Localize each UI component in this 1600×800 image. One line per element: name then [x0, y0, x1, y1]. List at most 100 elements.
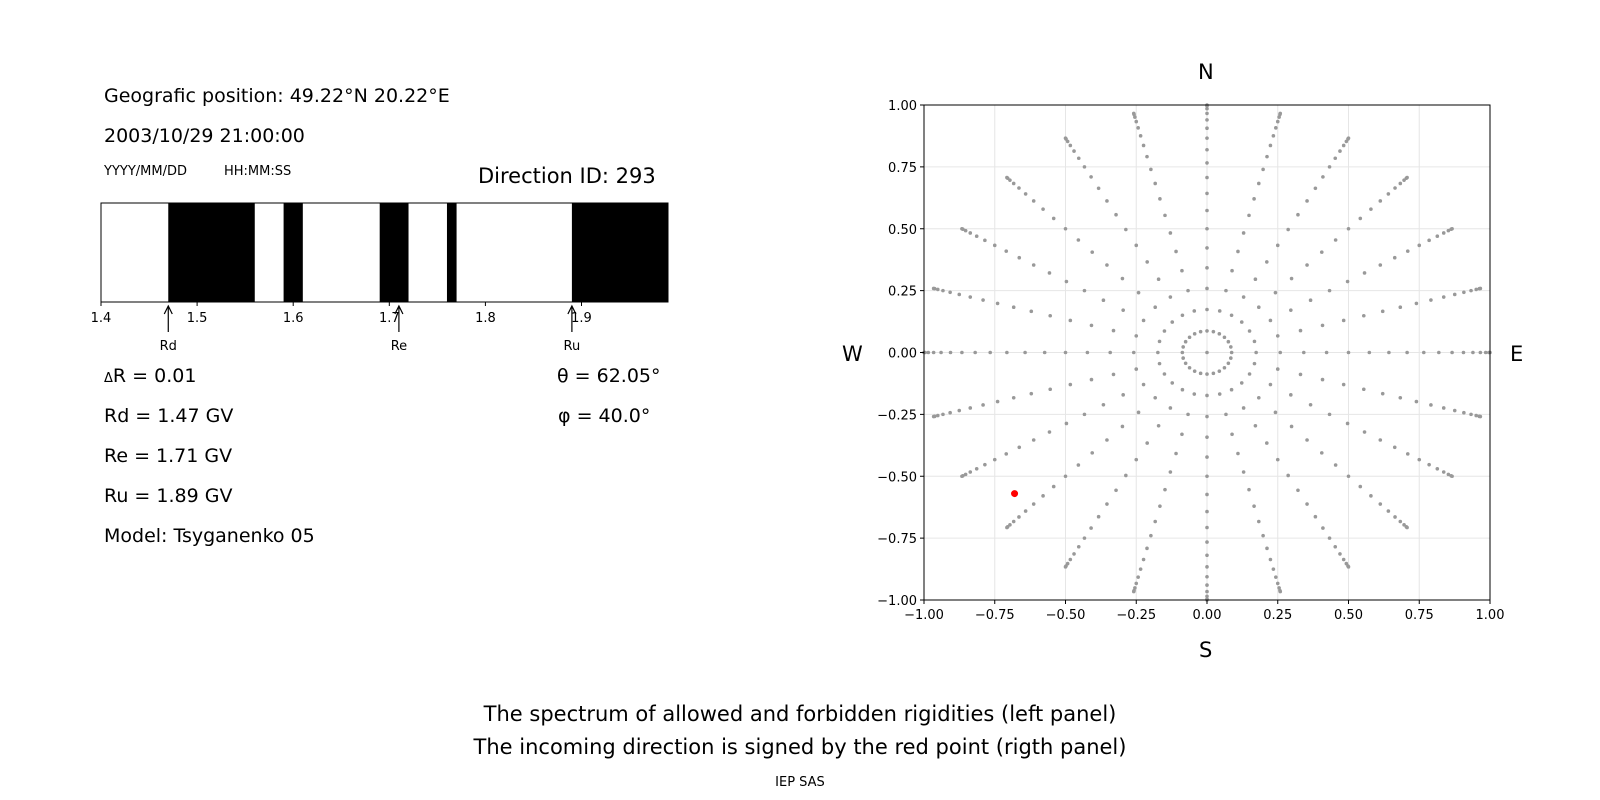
direction-point	[1136, 290, 1141, 295]
direction-point	[1041, 494, 1045, 498]
direction-point	[1405, 525, 1409, 530]
direction-point	[1275, 119, 1280, 124]
direction-point	[1131, 589, 1136, 594]
direction-point	[1427, 238, 1431, 243]
direction-point	[931, 414, 936, 419]
direction-point	[1217, 392, 1222, 396]
direction-point	[1405, 249, 1410, 253]
direction-point	[1256, 181, 1261, 186]
direction-point	[1265, 441, 1269, 445]
direction-point	[1005, 175, 1009, 180]
direction-point	[1469, 288, 1473, 293]
direction-point	[1226, 361, 1231, 366]
direction-point	[1398, 519, 1403, 524]
direction-point	[1205, 589, 1209, 594]
direction-point	[1205, 372, 1209, 376]
direction-point	[1346, 474, 1351, 479]
direction-point	[1211, 371, 1216, 376]
direction-point	[1252, 339, 1257, 344]
direction-point	[1170, 381, 1175, 385]
direction-point	[1289, 393, 1293, 397]
direction-point	[1286, 473, 1290, 478]
direction-point	[1141, 318, 1146, 323]
marker-arrowhead	[394, 304, 404, 315]
direction-point	[1305, 199, 1309, 203]
direction-point	[1158, 197, 1162, 201]
direction-point	[1162, 372, 1167, 376]
direction-point	[1346, 136, 1351, 140]
direction-point	[1271, 134, 1276, 138]
direction-point	[1275, 367, 1280, 371]
direction-point	[1064, 279, 1069, 284]
direction-point	[1361, 313, 1366, 318]
direction-point	[1090, 250, 1095, 254]
direction-point	[1483, 350, 1488, 355]
direction-point	[1386, 192, 1391, 196]
direction-point	[1277, 115, 1281, 119]
direction-point	[1298, 328, 1303, 333]
direction-point	[926, 350, 931, 355]
direction-point	[1471, 350, 1475, 355]
direction-point	[1378, 199, 1383, 203]
direction-point	[1435, 466, 1440, 471]
x-tick-label: 0.50	[1334, 608, 1363, 623]
direction-point	[981, 298, 985, 302]
marker-label-ru: Ru	[564, 339, 581, 354]
direction-point	[1048, 387, 1053, 392]
direction-point	[1181, 356, 1185, 360]
direction-point	[1089, 175, 1093, 179]
direction-point	[1268, 318, 1273, 323]
direction-point	[1108, 350, 1113, 355]
direction-point	[1289, 308, 1293, 312]
direction-point	[1247, 213, 1251, 218]
direction-point	[941, 288, 945, 293]
direction-point	[1378, 263, 1383, 267]
direction-point	[1011, 181, 1016, 186]
marker-arrowhead	[567, 304, 577, 315]
x-tick-label: 1.4	[91, 311, 112, 326]
direction-point	[1313, 186, 1318, 191]
direction-point	[935, 287, 940, 292]
direction-point	[1063, 350, 1068, 355]
direction-point	[1320, 323, 1325, 328]
direction-point	[1181, 345, 1185, 349]
direction-point	[1168, 470, 1173, 474]
direction-point	[1089, 526, 1093, 530]
direction-point	[1271, 567, 1276, 571]
direction-point	[1226, 339, 1231, 344]
north-label: N	[1198, 60, 1214, 84]
direction-point	[1180, 268, 1184, 273]
direction-point	[1205, 136, 1209, 140]
direction-point	[1076, 238, 1081, 242]
direction-point	[1461, 350, 1466, 355]
direction-point	[1134, 243, 1139, 248]
direction-point	[1205, 266, 1209, 270]
direction-point	[1247, 372, 1252, 376]
direction-point	[1082, 288, 1087, 293]
direction-point	[1205, 175, 1209, 180]
direction-point	[1133, 115, 1137, 119]
direction-point	[1462, 410, 1466, 415]
y-tick-label: −1.00	[877, 594, 917, 609]
direction-point	[1239, 381, 1244, 385]
direction-point	[1072, 552, 1076, 556]
y-tick-label: 0.75	[888, 161, 917, 176]
direction-point	[1205, 118, 1209, 122]
direction-point	[1261, 533, 1265, 538]
direction-point	[931, 350, 936, 355]
direction-point	[1265, 546, 1269, 551]
direction-point	[1369, 207, 1373, 211]
marker-label-re: Re	[391, 339, 407, 354]
east-label: E	[1510, 342, 1524, 366]
direction-point	[1005, 525, 1009, 530]
direction-point	[1157, 361, 1162, 366]
direction-point	[1441, 295, 1446, 299]
direction-point	[1017, 445, 1022, 450]
direction-point	[1090, 451, 1095, 455]
direction-point	[1153, 519, 1158, 524]
direction-point	[1333, 544, 1338, 549]
direction-point	[1405, 175, 1409, 180]
direction-point	[1096, 186, 1101, 191]
direction-point	[1023, 509, 1028, 513]
